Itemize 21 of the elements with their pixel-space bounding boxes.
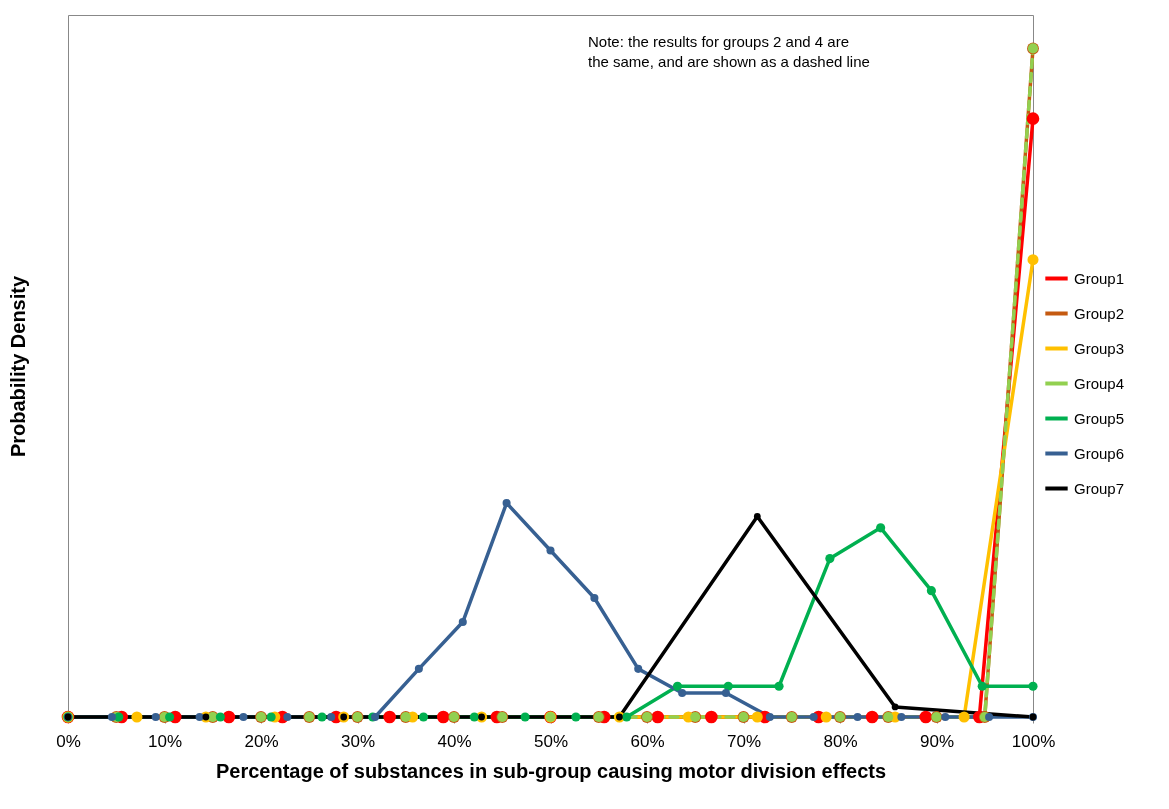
legend-label: Group1	[1074, 269, 1125, 287]
x-tick-label: 90%	[919, 731, 955, 751]
legend-label: Group3	[1074, 339, 1125, 357]
x-tick-label: 60%	[630, 731, 665, 751]
legend-label: Group6	[1074, 444, 1125, 462]
x-axis-title: Percentage of substances in sub-group causing motor division effects	[215, 759, 887, 782]
x-tick-label: 40%	[437, 731, 472, 751]
x-tick-label: 80%	[823, 731, 858, 751]
x-tick-label: 20%	[244, 731, 279, 751]
legend-label: Group4	[1074, 374, 1125, 392]
legend-label: Group7	[1074, 479, 1125, 497]
x-tick-label: 50%	[533, 731, 569, 751]
legend-label: Group2	[1074, 304, 1125, 322]
y-axis-title: Probability Density	[6, 275, 29, 458]
x-tick-label: 30%	[340, 731, 376, 751]
x-tick-label: 100%	[1011, 731, 1056, 751]
x-tick-label: 0%	[56, 731, 81, 751]
x-tick-label: 10%	[147, 731, 183, 751]
legend-label: Group5	[1074, 409, 1125, 427]
x-tick-label: 70%	[726, 731, 762, 751]
annotation: Note: the results for groups 2 and 4 are the same, and are shown as a dashed line	[588, 33, 870, 70]
